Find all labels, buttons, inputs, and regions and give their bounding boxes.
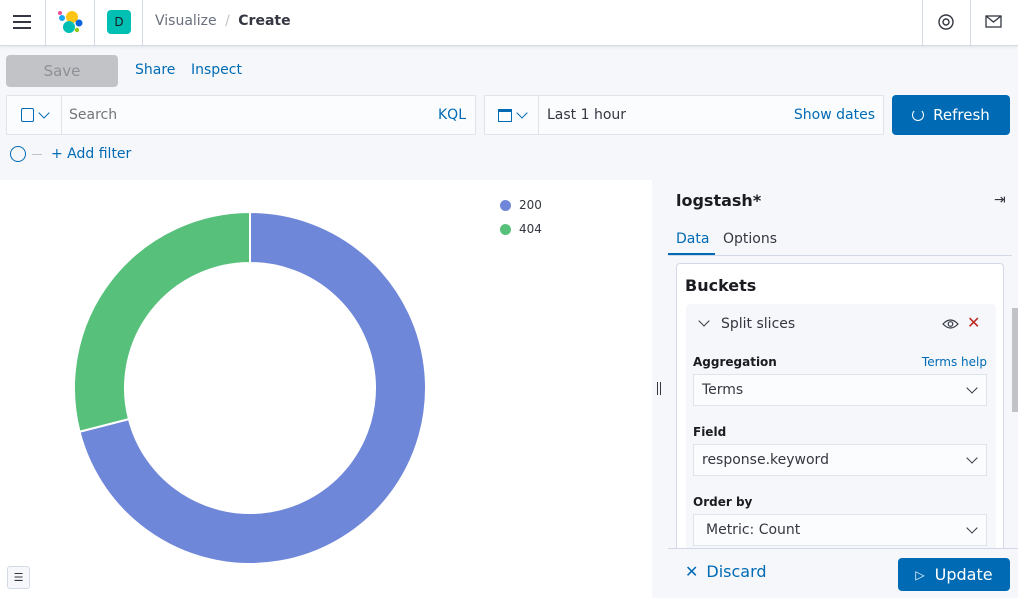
date-picker: Last 1 hour Show dates bbox=[484, 95, 884, 135]
aggregation-label: Aggregation bbox=[693, 355, 777, 369]
space-avatar[interactable]: D bbox=[107, 10, 131, 34]
breadcrumb-visualize[interactable]: Visualize bbox=[155, 13, 217, 29]
chevron-down-icon bbox=[966, 382, 978, 394]
tab-options[interactable]: Options bbox=[723, 231, 778, 247]
legend-item-200[interactable]: 200 bbox=[500, 193, 542, 217]
refresh-icon bbox=[912, 109, 925, 121]
menu-icon[interactable] bbox=[13, 15, 31, 29]
show-dates-link[interactable]: Show dates bbox=[793, 107, 875, 123]
remove-icon[interactable]: ✕ bbox=[967, 313, 981, 332]
legend-label: 200 bbox=[519, 198, 542, 212]
field-label: Field bbox=[693, 425, 727, 439]
elastic-logo-icon[interactable] bbox=[57, 10, 83, 34]
top-header: D Visualize / Create bbox=[0, 0, 1018, 46]
editor-panel: logstash* ⇥ Data Options Buckets Split s… bbox=[668, 180, 1018, 598]
chevron-down-icon bbox=[37, 107, 50, 119]
tab-data[interactable]: Data bbox=[676, 231, 710, 247]
pie-chart bbox=[73, 210, 427, 565]
saved-query-button[interactable] bbox=[7, 96, 62, 134]
eye-icon[interactable] bbox=[942, 318, 959, 330]
terms-help-link[interactable]: Terms help bbox=[921, 355, 987, 369]
scrollbar[interactable] bbox=[1012, 308, 1018, 412]
search-input[interactable] bbox=[62, 107, 438, 123]
help-icon[interactable] bbox=[937, 13, 955, 31]
refresh-label: Refresh bbox=[933, 106, 990, 124]
collapse-panel-icon[interactable]: ⇥ bbox=[994, 192, 1006, 208]
tabs: Data Options bbox=[668, 222, 1012, 256]
legend-dot bbox=[500, 223, 511, 235]
resize-handle[interactable] bbox=[657, 382, 661, 395]
update-button[interactable]: ▷ Update bbox=[898, 558, 1010, 591]
order-by-label: Order by bbox=[693, 495, 753, 509]
filter-options-icon[interactable] bbox=[10, 146, 26, 162]
chevron-down-icon bbox=[966, 522, 978, 534]
time-range-value[interactable]: Last 1 hour bbox=[547, 107, 627, 123]
inspect-link[interactable]: Inspect bbox=[191, 62, 242, 78]
mail-icon[interactable] bbox=[985, 15, 1002, 28]
index-pattern-title: logstash* bbox=[676, 191, 762, 210]
buckets-title: Buckets bbox=[685, 276, 757, 295]
pie-slice-404[interactable] bbox=[73, 210, 251, 433]
filter-bar: + Add filter bbox=[10, 146, 131, 162]
refresh-button[interactable]: Refresh bbox=[892, 95, 1010, 135]
legend: 200 404 bbox=[500, 193, 542, 241]
chevron-down-icon bbox=[966, 452, 978, 464]
close-icon: ✕ bbox=[685, 562, 699, 581]
share-link[interactable]: Share bbox=[135, 62, 176, 78]
chevron-down-icon[interactable] bbox=[698, 315, 710, 327]
calendar-icon bbox=[497, 108, 512, 122]
breadcrumb-create: Create bbox=[238, 13, 291, 29]
quick-select-button[interactable] bbox=[485, 96, 539, 134]
discard-button[interactable]: ✕ Discard bbox=[685, 562, 767, 581]
query-bar: KQL bbox=[6, 95, 476, 135]
play-icon: ▷ bbox=[915, 567, 925, 582]
bucket-split-slices: Split slices ✕ Aggregation Terms help Te… bbox=[686, 304, 996, 553]
bucket-title[interactable]: Split slices bbox=[721, 316, 796, 332]
legend-item-404[interactable]: 404 bbox=[500, 217, 542, 241]
pie-slice-200[interactable] bbox=[78, 210, 427, 565]
add-filter-link[interactable]: + Add filter bbox=[51, 146, 132, 162]
legend-toggle-button[interactable]: ☰ bbox=[7, 566, 30, 589]
breadcrumb: Visualize / Create bbox=[155, 13, 291, 29]
chevron-down-icon bbox=[515, 107, 528, 119]
save-button[interactable]: Save bbox=[6, 55, 118, 87]
kql-toggle[interactable]: KQL bbox=[438, 107, 466, 123]
order-by-select[interactable]: Metric: Count bbox=[693, 514, 987, 546]
legend-label: 404 bbox=[519, 222, 542, 236]
buckets-card: Buckets Split slices ✕ Aggregation Terms… bbox=[676, 263, 1004, 553]
panel-footer: ✕ Discard ▷ Update bbox=[668, 548, 1018, 598]
save-icon bbox=[20, 108, 34, 122]
aggregation-select[interactable]: Terms bbox=[693, 374, 987, 406]
chart-area: 200 404 ☰ bbox=[0, 180, 652, 598]
field-select[interactable]: response.keyword bbox=[693, 444, 987, 476]
legend-dot bbox=[500, 199, 511, 211]
